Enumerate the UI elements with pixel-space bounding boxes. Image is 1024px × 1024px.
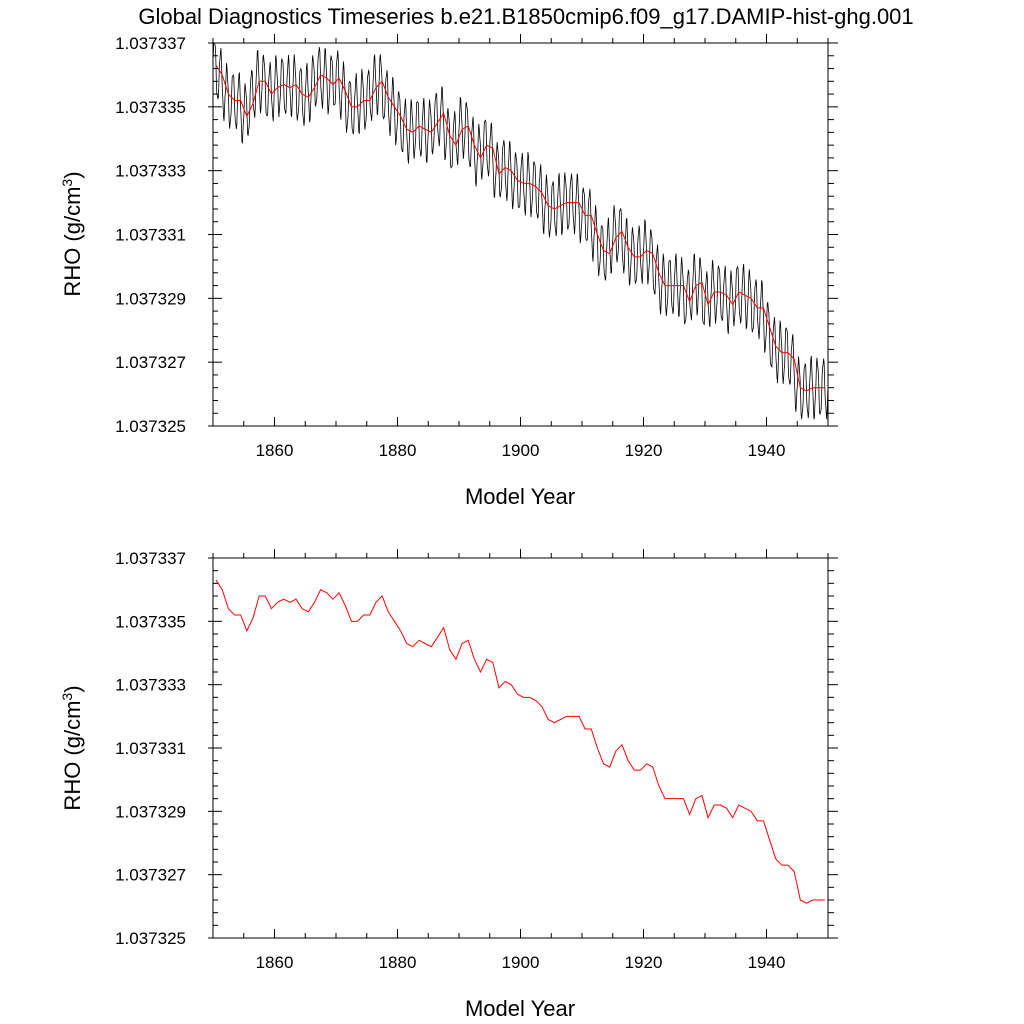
bottom-y-tick-label: 1.037331 [115,739,186,758]
bottom-y-tick-label: 1.037329 [115,802,186,821]
bottom-x-tick-label: 1940 [748,953,786,972]
top-x-tick-label: 1940 [748,441,786,460]
bottom-x-axis-label: Model Year [465,996,575,1021]
figure-title: Global Diagnostics Timeseries b.e21.B185… [138,4,913,29]
top-annual-mean-line [215,65,825,392]
top-series-group [213,43,828,420]
bottom-x-tick-label: 1900 [502,953,540,972]
bottom-y-tick-label: 1.037337 [115,549,186,568]
top-x-tick-label: 1860 [256,441,294,460]
top-y-tick-label: 1.037325 [115,417,186,436]
top-y-axis-label: RHO (g/cm3) [59,171,85,296]
top-monthly-series-line [213,43,828,420]
top-y-tick-label: 1.037329 [115,289,186,308]
bottom-x-tick-label: 1920 [625,953,663,972]
bottom-axes: 1860 1880 1900 1920 1940 1.037325 1.037327 1.03… [115,549,838,972]
bottom-annual-mean-line [215,579,825,904]
bottom-y-tick-label: 1.037333 [115,676,186,695]
top-y-tick-label: 1.037337 [115,34,186,53]
top-y-tick-label: 1.037327 [115,353,186,372]
top-x-tick-label: 1900 [502,441,540,460]
bottom-x-tick-label: 1860 [256,953,294,972]
bottom-x-tick-label: 1880 [379,953,417,972]
bottom-plot-frame [212,557,829,939]
bottom-panel: 1860 1880 1900 1920 1940 1.037325 1.037327 1.03… [59,549,838,1021]
bottom-y-tick-label: 1.037327 [115,866,186,885]
top-panel: 1860 1880 1900 1920 1940 1.037325 1.037327 1.03… [59,34,838,509]
top-axes: 1860 1880 1900 1920 1940 1.037325 1.037327 1.03… [115,34,838,460]
top-y-tick-label: 1.037331 [115,226,186,245]
top-x-tick-label: 1920 [625,441,663,460]
bottom-y-axis-label: RHO (g/cm3) [59,685,85,810]
bottom-y-tick-label: 1.037335 [115,612,186,631]
top-x-tick-label: 1880 [379,441,417,460]
top-y-tick-label: 1.037333 [115,162,186,181]
bottom-y-tick-label: 1.037325 [115,929,186,948]
bottom-series-group [215,579,825,904]
top-x-axis-label: Model Year [465,484,575,509]
top-y-tick-label: 1.037335 [115,98,186,117]
